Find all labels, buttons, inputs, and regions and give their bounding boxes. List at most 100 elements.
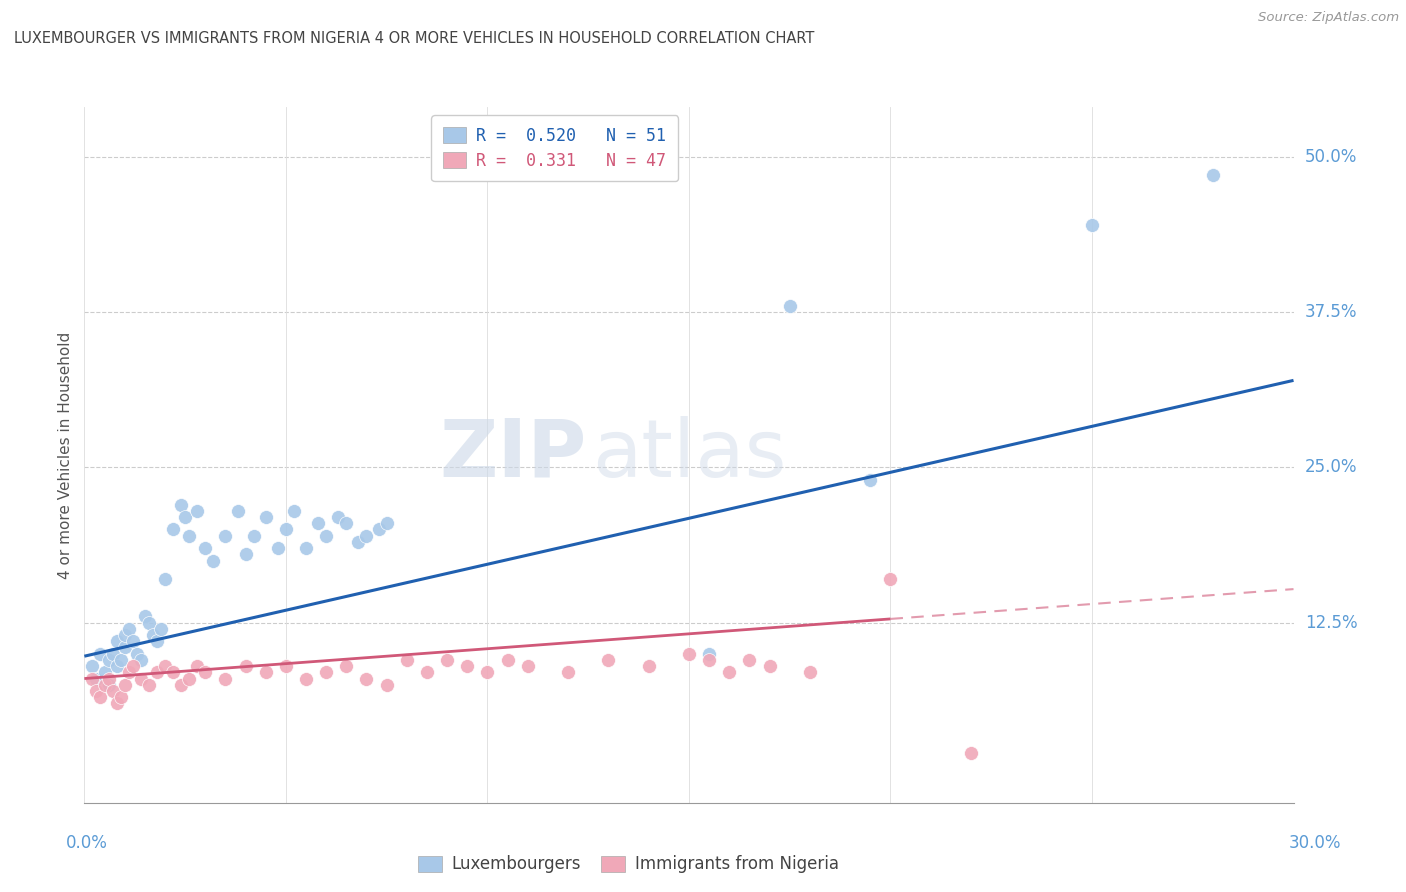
Point [97,653,120,667]
Point [170,678,193,692]
Point [105,659,128,673]
Point [496,653,519,667]
Point [146,634,169,648]
Point [637,659,659,673]
Point [121,634,143,648]
Point [315,665,337,680]
Point [101,647,124,661]
Point [153,659,176,673]
Point [375,678,398,692]
Text: ZIP: ZIP [439,416,586,494]
Point [1202,169,1225,183]
Point [799,665,821,680]
Point [557,665,579,680]
Point [375,516,398,531]
Point [356,529,378,543]
Point [254,665,277,680]
Point [179,672,201,686]
Point [129,653,152,667]
Point [153,572,176,586]
Point [118,665,141,680]
Point [214,529,236,543]
Point [328,510,350,524]
Point [267,541,290,555]
Point [110,690,132,705]
Point [436,653,458,667]
Point [235,547,257,561]
Point [335,659,357,673]
Point [114,640,136,655]
Point [416,665,439,680]
Point [129,672,152,686]
Point [307,516,329,531]
Point [86,684,108,698]
Y-axis label: 4 or more Vehicles in Household: 4 or more Vehicles in Household [58,331,73,579]
Point [174,510,197,524]
Point [456,659,478,673]
Point [162,523,184,537]
Point [335,516,357,531]
Point [114,628,136,642]
Point [194,541,217,555]
Point [82,659,104,673]
Point [105,697,128,711]
Point [315,529,337,543]
Point [274,659,297,673]
Point [82,672,104,686]
Point [93,665,115,680]
Text: Source: ZipAtlas.com: Source: ZipAtlas.com [1258,11,1399,24]
Point [254,510,277,524]
Point [274,523,297,537]
Point [738,653,761,667]
Text: 50.0%: 50.0% [1305,148,1357,166]
Point [295,541,318,555]
Point [105,634,128,648]
Point [347,534,370,549]
Point [367,523,389,537]
Point [97,672,120,686]
Point [114,678,136,692]
Text: 12.5%: 12.5% [1305,614,1357,632]
Point [89,690,111,705]
Point [93,678,115,692]
Text: 30.0%: 30.0% [1288,834,1341,852]
Point [202,553,225,567]
Point [86,672,108,686]
Point [598,653,620,667]
Text: atlas: atlas [592,416,786,494]
Text: 25.0%: 25.0% [1305,458,1357,476]
Point [138,678,160,692]
Point [960,746,983,760]
Point [149,622,172,636]
Text: LUXEMBOURGER VS IMMIGRANTS FROM NIGERIA 4 OR MORE VEHICLES IN HOUSEHOLD CORRELAT: LUXEMBOURGER VS IMMIGRANTS FROM NIGERIA … [14,31,814,46]
Point [395,653,418,667]
Point [859,473,882,487]
Point [97,678,120,692]
Point [718,665,741,680]
Point [283,504,305,518]
Text: 37.5%: 37.5% [1305,303,1357,321]
Point [295,672,318,686]
Point [516,659,538,673]
Point [194,665,217,680]
Point [162,665,184,680]
Point [118,622,141,636]
Point [242,529,264,543]
Point [121,659,143,673]
Point [235,659,257,673]
Point [110,653,132,667]
Point [879,572,901,586]
Point [179,529,201,543]
Point [146,665,169,680]
Point [226,504,249,518]
Point [356,672,378,686]
Legend: Luxembourgers, Immigrants from Nigeria: Luxembourgers, Immigrants from Nigeria [406,844,851,885]
Point [697,647,720,661]
Point [697,653,720,667]
Point [186,659,208,673]
Point [134,609,156,624]
Point [1081,218,1104,232]
Text: 0.0%: 0.0% [66,834,108,852]
Point [779,299,801,313]
Point [125,647,148,661]
